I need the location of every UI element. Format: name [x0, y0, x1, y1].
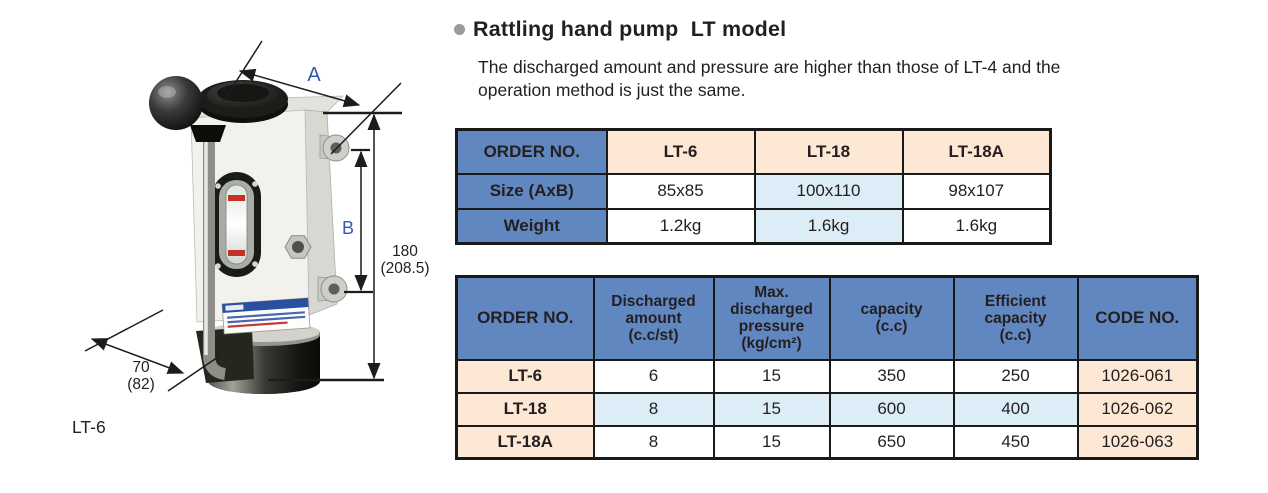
performance-table: ORDER NO. Discharged amount (c.c/st) Max…	[455, 275, 1199, 460]
dim-b-label: B	[342, 218, 354, 238]
col-header-lt18: LT-18	[753, 128, 904, 175]
col-header-code-no: CODE NO.	[1076, 275, 1199, 361]
table-row: LT-18 8 15 600 400 1026-062	[455, 391, 1199, 427]
table-row: LT-18A 8 15 650 450 1026-063	[455, 424, 1199, 460]
table-header-row: ORDER NO. Discharged amount (c.c/st) Max…	[455, 275, 1199, 361]
row-label-size: Size (AxB)	[455, 172, 608, 210]
col-header-order-no: ORDER NO.	[455, 128, 608, 175]
brand-label	[221, 297, 311, 335]
row-label-weight: Weight	[455, 207, 608, 245]
efficient-cell: 250	[952, 358, 1079, 394]
col-header-lt6: LT-6	[605, 128, 756, 175]
size-cell: 85x85	[605, 172, 756, 210]
table-row: Weight 1.2kg 1.6kg 1.6kg	[455, 207, 1052, 245]
discharged-cell: 8	[592, 424, 715, 460]
weight-cell: 1.6kg	[901, 207, 1052, 245]
col-header-order-no: ORDER NO.	[455, 275, 595, 361]
pump-photo	[149, 76, 350, 394]
dimension-height: 180 (208.5)	[268, 111, 430, 382]
pump-illustration: A 180 (208.5) B 70 (82) LT-6	[72, 40, 430, 437]
col-header-discharged-amount: Discharged amount (c.c/st)	[592, 275, 715, 361]
product-description: The discharged amount and pressure are h…	[478, 56, 1060, 101]
efficient-cell: 450	[952, 424, 1079, 460]
size-cell: 100x110	[753, 172, 904, 210]
row-label-model: LT-18	[455, 391, 595, 427]
dimension-a: A	[222, 40, 402, 155]
dim-height-alt-label: (208.5)	[380, 260, 429, 277]
capacity-cell: 650	[828, 424, 955, 460]
weight-cell: 1.2kg	[605, 207, 756, 245]
code-cell: 1026-062	[1076, 391, 1199, 427]
size-weight-table: ORDER NO. LT-6 LT-18 LT-18A Size (AxB) 8…	[455, 128, 1052, 245]
table-row: Size (AxB) 85x85 100x110 98x107	[455, 172, 1052, 210]
dimension-depth: 70 (82)	[84, 309, 219, 393]
col-header-capacity: capacity (c.c)	[828, 275, 955, 361]
col-header-max-pressure: Max. discharged pressure (kg/cm²)	[712, 275, 831, 361]
capacity-cell: 600	[828, 391, 955, 427]
model-caption: LT-6	[72, 417, 106, 437]
dim-depth-label: 70	[132, 359, 150, 376]
dim-height-label: 180	[392, 243, 418, 260]
col-header-lt18a: LT-18A	[901, 128, 1052, 175]
weight-cell: 1.6kg	[753, 207, 904, 245]
dim-a-label: A	[307, 64, 321, 86]
table-row: LT-6 6 15 350 250 1026-061	[455, 358, 1199, 394]
efficient-cell: 400	[952, 391, 1079, 427]
page-title: Rattling hand pump LT model	[473, 17, 787, 41]
pressure-cell: 15	[712, 358, 831, 394]
col-header-efficient-capacity: Efficient capacity (c.c)	[952, 275, 1079, 361]
row-label-model: LT-18A	[455, 424, 595, 460]
row-label-model: LT-6	[455, 358, 595, 394]
discharged-cell: 6	[592, 358, 715, 394]
capacity-cell: 350	[828, 358, 955, 394]
size-cell: 98x107	[901, 172, 1052, 210]
section-header: Rattling hand pump LT model	[454, 17, 786, 42]
dimension-b: B	[342, 148, 373, 294]
discharged-cell: 8	[592, 391, 715, 427]
pressure-cell: 15	[712, 424, 831, 460]
bullet-icon	[454, 24, 465, 35]
code-cell: 1026-063	[1076, 424, 1199, 460]
description-line: operation method is just the same.	[478, 79, 746, 100]
pressure-cell: 15	[712, 391, 831, 427]
description-line: The discharged amount and pressure are h…	[478, 57, 1061, 77]
dim-depth-alt-label: (82)	[127, 376, 155, 393]
code-cell: 1026-061	[1076, 358, 1199, 394]
table-header-row: ORDER NO. LT-6 LT-18 LT-18A	[455, 128, 1052, 175]
